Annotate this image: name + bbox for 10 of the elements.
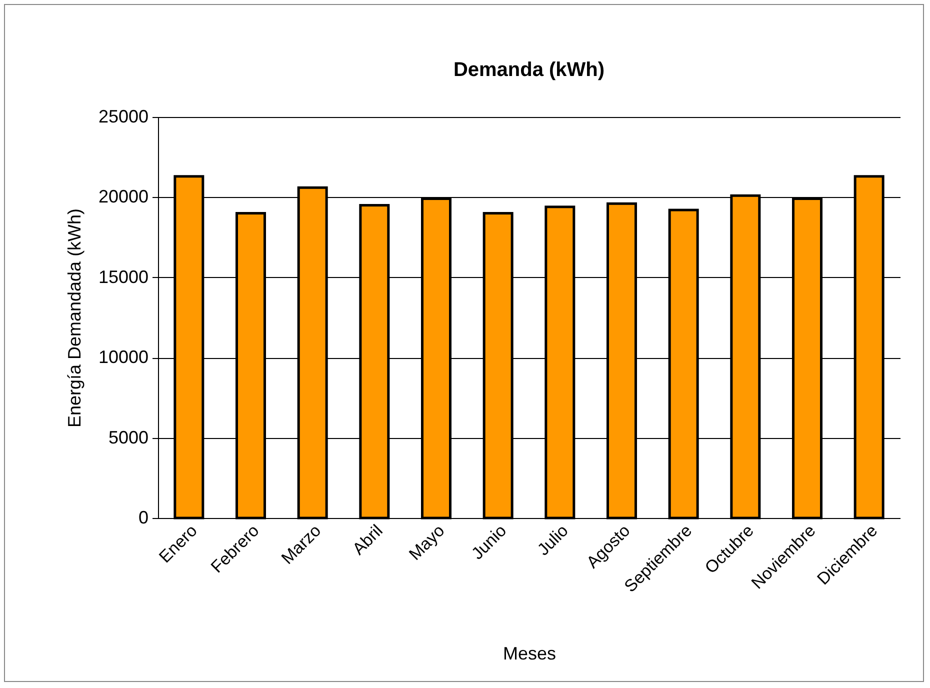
y-tick-label: 15000 — [98, 266, 148, 287]
y-tick-label: 5000 — [108, 427, 148, 448]
y-tick-label: 10000 — [98, 347, 148, 368]
x-tick-label: Julio — [534, 521, 572, 560]
y-tick-label: 0 — [138, 508, 148, 528]
y-tick-label: 25000 — [98, 106, 148, 126]
x-axis-title: Meses — [502, 643, 556, 664]
y-axis-title: Energía Demandada (kWh) — [64, 208, 84, 428]
y-tick-label: 20000 — [98, 186, 148, 207]
chart-title: Demanda (kWh) — [453, 59, 605, 81]
